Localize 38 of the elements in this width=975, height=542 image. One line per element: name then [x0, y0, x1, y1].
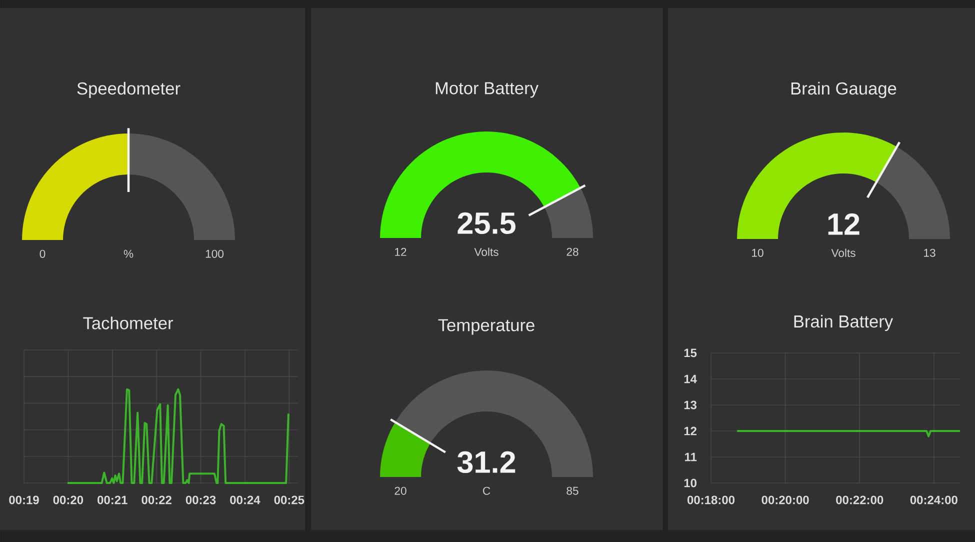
text: 12 — [828, 213, 860, 235]
x-tick-label: 00:24 — [230, 496, 260, 504]
x-tick-label: 00:22:00 — [836, 496, 884, 504]
text: C — [483, 486, 490, 495]
text: 28 — [566, 248, 578, 256]
chart-title: Tachometer — [83, 316, 174, 330]
text: 10 — [752, 248, 764, 257]
x-tick-label: 00:25 — [274, 496, 304, 504]
text: 25.5 — [458, 212, 516, 234]
x-tick-label: 00:20:00 — [762, 496, 809, 504]
chart-title: Temperature — [438, 319, 534, 335]
x-tick-label: 00:22 — [142, 496, 172, 504]
chart-title: Brain Gauage — [791, 82, 896, 98]
chart-title: Motor Battery — [436, 82, 538, 98]
y-tick-label: 15 — [684, 348, 697, 358]
text: 100 — [206, 250, 224, 258]
text: 0 — [40, 250, 46, 258]
x-tick-label: 00:18:00 — [687, 496, 735, 504]
text: 13 — [924, 248, 936, 257]
x-tick-label: 00:20 — [53, 496, 84, 504]
text: 20 — [394, 486, 406, 495]
x-tick-label: 00:24:00 — [910, 496, 958, 504]
text: 85 — [566, 486, 578, 495]
chart-title: Speedometer — [77, 82, 180, 98]
x-tick-label: 00:23 — [186, 496, 216, 504]
y-tick-label: 14 — [684, 374, 697, 384]
x-tick-label: 00:21 — [98, 496, 128, 504]
text: Volts — [474, 248, 498, 256]
y-tick-label: 10 — [684, 478, 696, 488]
y-tick-label: 13 — [684, 400, 697, 410]
text: % — [124, 250, 134, 258]
x-tick-label: 00:19 — [9, 496, 39, 504]
chart-title: Brain Battery — [794, 314, 894, 332]
y-tick-label: 11 — [685, 452, 697, 462]
y-tick-label: 12 — [684, 426, 696, 436]
text: Volts — [831, 248, 856, 257]
text: 12 — [395, 248, 406, 256]
text: 31.2 — [457, 451, 516, 474]
